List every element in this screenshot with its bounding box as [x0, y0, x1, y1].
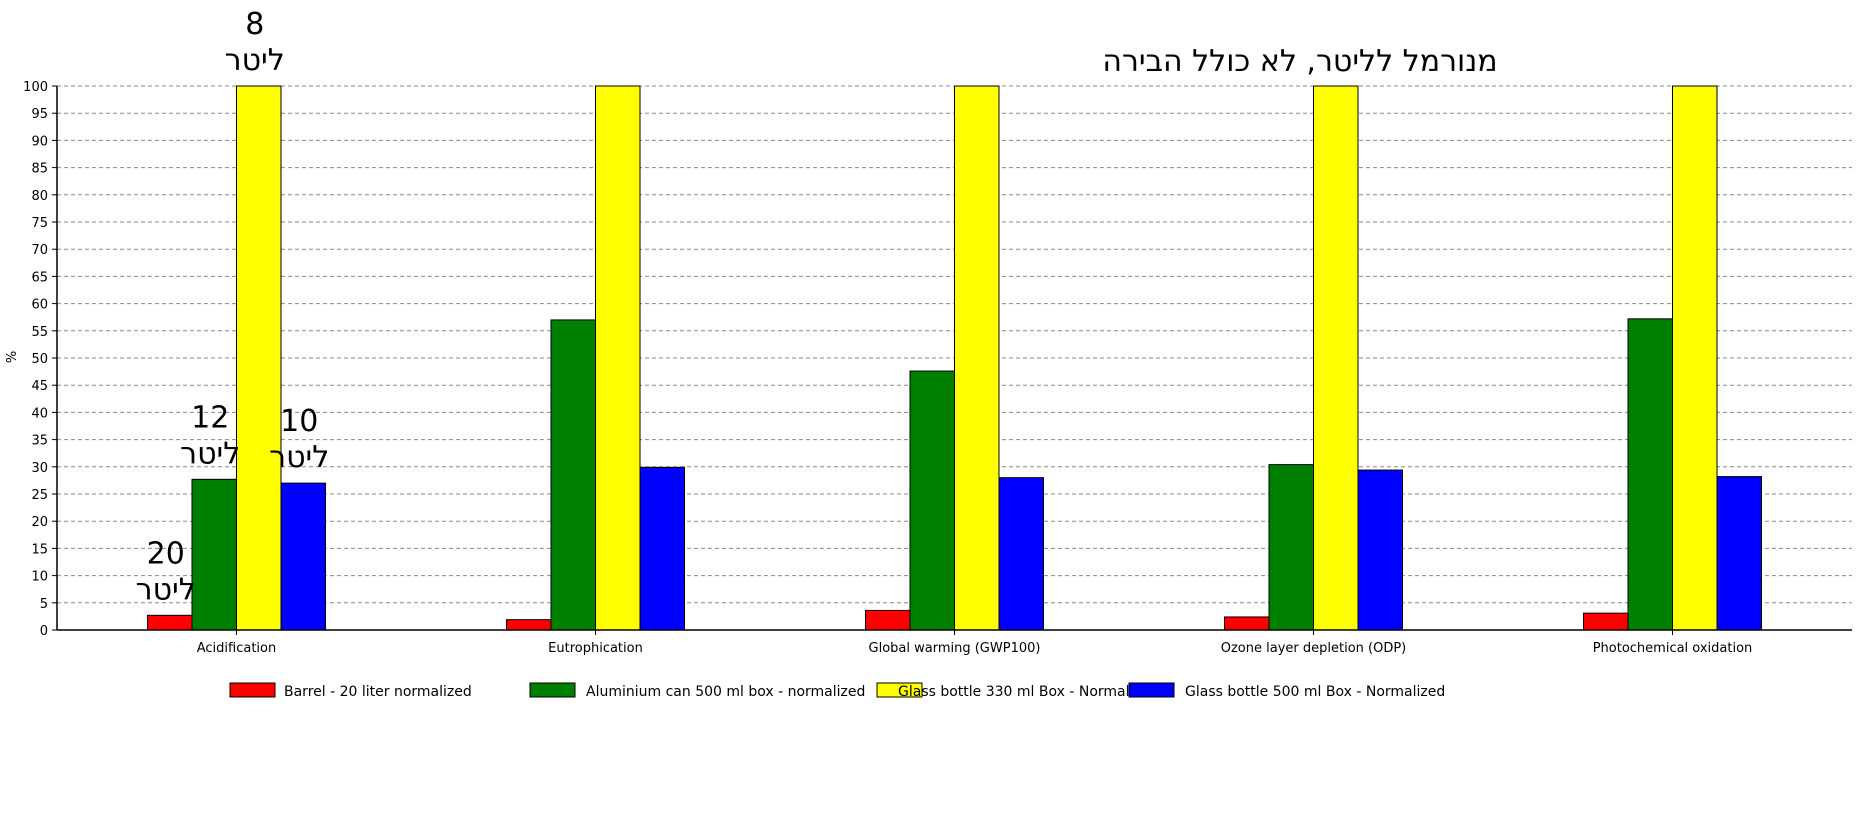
y-tick-label: 100	[23, 80, 48, 95]
x-category-labels: Acidification Eutrophication Global warmin…	[197, 641, 1753, 656]
y-tick-label: 65	[31, 270, 48, 285]
y-tick-label: 70	[31, 243, 48, 258]
bar	[550, 319, 596, 631]
y-tick-label: 95	[31, 107, 48, 122]
annotation-label: 8	[245, 7, 264, 42]
bar	[147, 614, 193, 631]
annotation-label: ליטר	[180, 436, 240, 471]
annotation-label: ליטר	[136, 572, 196, 607]
bar	[954, 85, 1000, 631]
y-tick-label: 50	[31, 352, 48, 367]
chart-title: מנורמל לליטר, לא כולל הבירה	[1102, 44, 1497, 79]
y-tick-label: 40	[31, 406, 48, 421]
y-tick-label: 15	[31, 542, 48, 557]
bar	[1224, 616, 1270, 631]
legend-swatch	[1128, 682, 1175, 698]
bar	[506, 619, 552, 631]
bar	[1313, 85, 1359, 631]
bar	[1583, 612, 1629, 631]
x-category-label: Ozone layer depletion (ODP)	[1221, 641, 1407, 656]
y-tick-label: 75	[31, 216, 48, 231]
legend-label: Aluminium can 500 ml box - normalized	[586, 684, 865, 700]
annotation-label: ליטר	[269, 440, 329, 475]
bar	[280, 482, 326, 631]
y-tick-label: 90	[31, 134, 48, 149]
bar	[1716, 476, 1762, 631]
y-tick-label: 35	[31, 434, 48, 449]
y-axis-label: %	[5, 351, 20, 363]
legend-swatch	[229, 682, 276, 698]
bar	[191, 478, 237, 631]
annotation-label: 12	[191, 400, 229, 435]
y-tick-label: 45	[31, 379, 48, 394]
y-tick-label: 85	[31, 162, 48, 177]
y-tick-label: 0	[40, 624, 48, 639]
y-tick-label: 10	[31, 570, 48, 585]
legend: Barrel - 20 liter normalized Aluminium ca…	[229, 682, 1445, 700]
y-tick-label: 30	[31, 461, 48, 476]
y-tick-label: 60	[31, 298, 48, 313]
bar	[1268, 464, 1314, 631]
y-tick-label: 80	[31, 189, 48, 204]
bar	[639, 466, 685, 631]
legend-swatch	[529, 682, 576, 698]
y-tick-label: 25	[31, 488, 48, 503]
y-tick-label: 5	[40, 597, 48, 612]
legend-label: Glass bottle 330 ml Box - Normalized	[898, 684, 1158, 700]
y-tick-label: 20	[31, 515, 48, 530]
x-category-label: Eutrophication	[548, 641, 643, 656]
x-category-label: Acidification	[197, 641, 277, 656]
x-category-label: Photochemical oxidation	[1593, 641, 1753, 656]
bars	[147, 85, 1762, 631]
bar	[595, 85, 641, 631]
annotation-label: 20	[147, 536, 185, 571]
bar	[998, 477, 1044, 631]
annotation-label: 10	[280, 404, 318, 439]
y-tick-label: 55	[31, 325, 48, 340]
legend-label: Glass bottle 500 ml Box - Normalized	[1185, 684, 1445, 700]
legend-swatch	[876, 682, 923, 698]
bar	[865, 609, 911, 631]
x-category-label: Global warming (GWP100)	[869, 641, 1041, 656]
annotation-label: ליטר	[225, 43, 285, 78]
legend-label: Barrel - 20 liter normalized	[284, 684, 472, 700]
bar	[236, 85, 282, 631]
y-tick-labels: 0 5 10 15 20 25 30 35 40 45 50 55 60 65 70 75 80 85 90 95 10…	[23, 80, 57, 639]
bar	[1357, 469, 1403, 631]
bar	[1627, 318, 1673, 631]
bar	[909, 370, 955, 631]
bar	[1672, 85, 1718, 631]
